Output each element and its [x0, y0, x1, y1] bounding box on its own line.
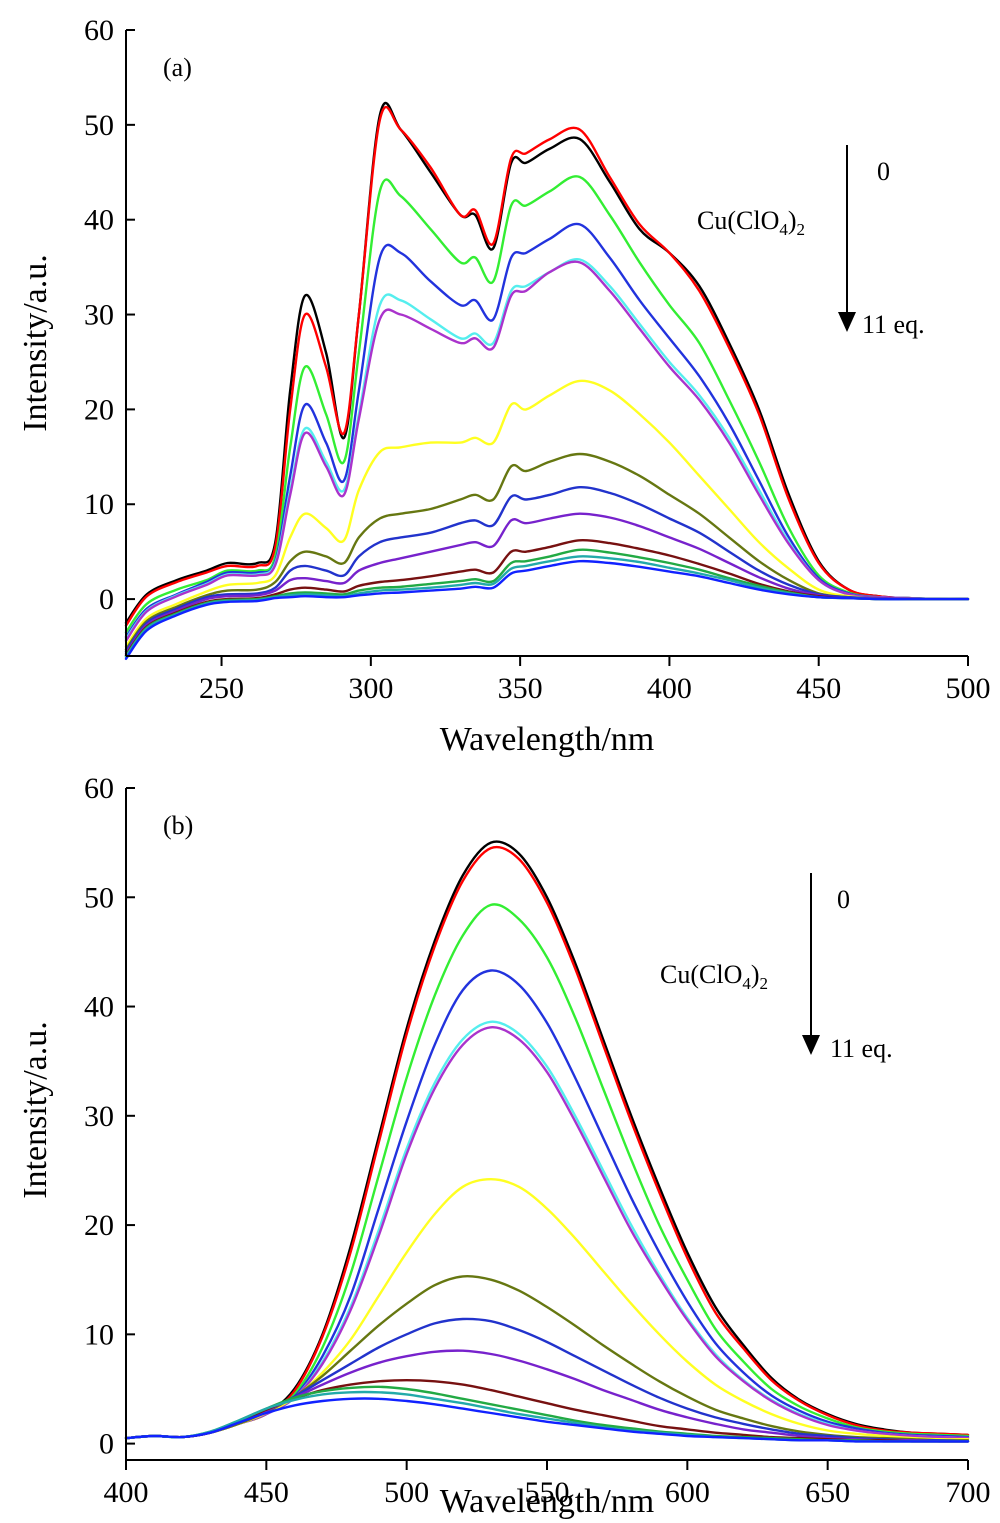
- panel-a-y-tick-label: 60: [84, 14, 114, 47]
- panel-a-reagent-sub2: 2: [797, 220, 806, 239]
- panel-a-y-tick-label: 40: [84, 204, 114, 237]
- panel-b-x-tick-label: 400: [104, 1476, 149, 1509]
- panel-b-reagent-close: ): [751, 960, 760, 989]
- panel-a-series-line-7: [124, 452, 970, 651]
- panel-b-y-tick-label: 60: [84, 772, 114, 805]
- panel-a-label: (a): [163, 53, 192, 82]
- panel-b-reagent-sub: 4: [742, 974, 751, 993]
- panel-a-annotation-reagent: Cu(ClO4)2: [697, 206, 805, 239]
- panel-a-series: [124, 102, 970, 660]
- panel-a-series-line-8: [124, 485, 970, 653]
- panel-b-y-tick-label: 10: [84, 1318, 114, 1351]
- panel-a-series-line-9: [124, 512, 970, 655]
- panel-a-reagent-sub: 4: [779, 220, 788, 239]
- panel-a-reagent-base: Cu(ClO: [697, 206, 779, 235]
- panel-b-titration-annotation: 0 Cu(ClO4)2 11 eq.: [660, 873, 893, 1063]
- panel-b-x-tick-label: 700: [946, 1476, 991, 1509]
- panel-b-x-tick-label: 450: [244, 1476, 289, 1509]
- panel-b-arrow-head: [802, 1035, 820, 1055]
- panel-b-series-line-2: [124, 903, 970, 1440]
- panel-a-annotation-start: 0: [877, 157, 890, 186]
- panel-a-reagent-close: ): [788, 206, 797, 235]
- panel-b-series-line-1: [124, 845, 970, 1440]
- panel-b-y-tick-label: 0: [99, 1428, 114, 1461]
- panel-a-y-tick-label: 30: [84, 299, 114, 332]
- panel-b-series-line-13: [124, 1397, 970, 1443]
- panel-a-series-line-13: [124, 559, 970, 660]
- panel-b-y-tick-label: 40: [84, 991, 114, 1024]
- panel-a-x-tick-label: 300: [348, 672, 393, 705]
- panel-b-y-tick-label: 50: [84, 881, 114, 914]
- panel-a-series-line-0: [124, 102, 970, 624]
- panel-b-annotation-reagent: Cu(ClO4)2: [660, 960, 768, 993]
- panel-a-x-tick-label: 400: [647, 672, 692, 705]
- panel-a-annotation-end: 11 eq.: [862, 310, 925, 339]
- panel-a-series-line-6: [124, 379, 970, 648]
- panel-b-series-line-4: [124, 1020, 970, 1440]
- panel-b-y-tick-label: 30: [84, 1100, 114, 1133]
- panel-a-y-axis-title: Intensity/a.u.: [17, 254, 54, 432]
- panel-b-x-tick-label: 650: [805, 1476, 850, 1509]
- panel-b-y-tick-label: 20: [84, 1209, 114, 1242]
- panel-a-series-line-1: [124, 105, 970, 627]
- panel-b-series-line-5: [124, 1026, 970, 1440]
- panel-a-y-tick-label: 20: [84, 393, 114, 426]
- panel-a-y-tick-label: 50: [84, 109, 114, 142]
- panel-b-annotation-start: 0: [837, 885, 850, 914]
- panel-b-x-tick-label: 550: [525, 1476, 570, 1509]
- panel-a-y-tick-label: 0: [99, 583, 114, 616]
- panel-a-x-tick-label: 250: [199, 672, 244, 705]
- panel-a-x-tick-label: 500: [946, 672, 991, 705]
- panel-b-reagent-base: Cu(ClO: [660, 960, 742, 989]
- panel-b-x-tick-label: 500: [384, 1476, 429, 1509]
- panel-a-series-line-5: [124, 260, 970, 642]
- panel-b-annotation-end: 11 eq.: [830, 1034, 893, 1063]
- panel-b-label: (b): [163, 811, 193, 840]
- panel-b-series: [124, 840, 970, 1443]
- panel-b-x-axis-title: Wavelength/nm: [440, 1483, 654, 1520]
- panel-a-y-tick-label: 10: [84, 488, 114, 521]
- panel-a-x-tick-label: 450: [796, 672, 841, 705]
- panel-b-x-tick-label: 600: [665, 1476, 710, 1509]
- panel-a-series-line-2: [124, 175, 970, 634]
- panel-a-x-tick-label: 350: [498, 672, 543, 705]
- panel-b-series-line-0: [124, 840, 970, 1440]
- panel-a-x-axis-title: Wavelength/nm: [440, 721, 654, 758]
- panel-a-arrow-head: [838, 312, 856, 332]
- panel-a-titration-annotation: 0 Cu(ClO4)2 11 eq.: [697, 145, 925, 339]
- panel-b-y-axis-title: Intensity/a.u.: [17, 1021, 54, 1199]
- panel-b-reagent-sub2: 2: [760, 974, 769, 993]
- panel-b-series-line-6: [124, 1178, 970, 1441]
